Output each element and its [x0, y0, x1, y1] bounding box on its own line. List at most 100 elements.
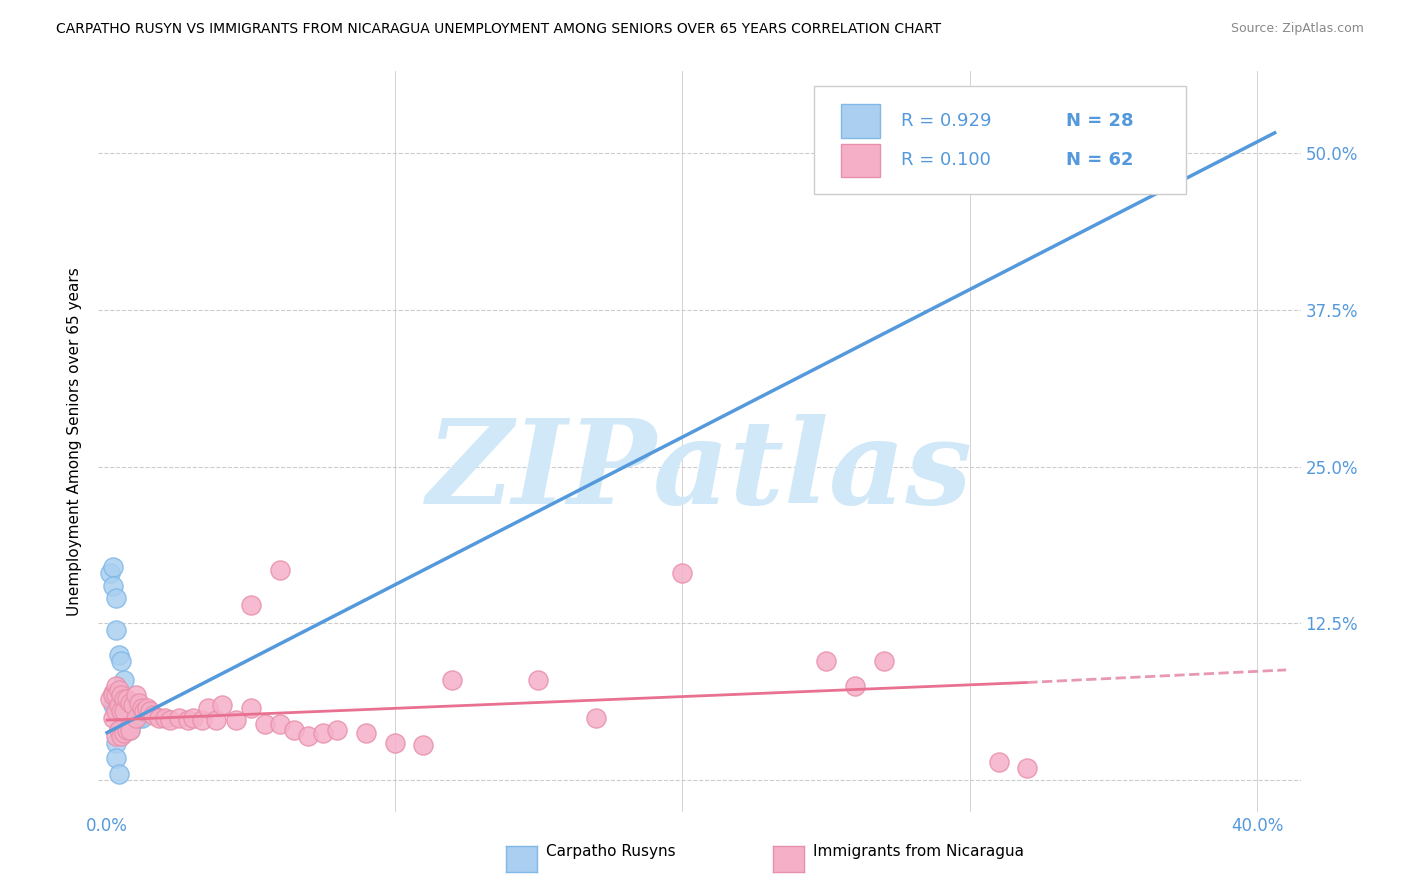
Point [101, 710, 124, 724]
Point [167, 710, 190, 724]
Point [107, 648, 129, 662]
Point [225, 713, 247, 727]
Point [128, 696, 150, 710]
Point [815, 654, 838, 668]
Point [136, 700, 159, 714]
Point [191, 713, 214, 727]
Point [112, 704, 135, 718]
Point [120, 723, 142, 738]
Point [104, 698, 127, 712]
Point [297, 730, 319, 744]
Point [527, 673, 550, 687]
Point [112, 723, 135, 738]
Point [131, 700, 153, 714]
Point [844, 679, 866, 693]
Text: N = 62: N = 62 [1066, 152, 1133, 169]
Point [1102, 131, 1125, 145]
Point [98, 566, 121, 581]
Point [112, 698, 135, 712]
Point [101, 560, 124, 574]
Point [110, 691, 132, 706]
Point [98, 691, 121, 706]
Point [872, 654, 894, 668]
Text: ZIPatlas: ZIPatlas [426, 414, 973, 529]
Point [112, 725, 135, 739]
Point [134, 704, 156, 718]
Bar [841, 144, 880, 177]
Point [115, 691, 138, 706]
Point [254, 717, 277, 731]
Point [110, 688, 132, 702]
Point [269, 562, 291, 576]
Text: R = 0.100: R = 0.100 [901, 152, 991, 169]
Point [122, 700, 145, 714]
Point [987, 755, 1010, 769]
Point [107, 698, 129, 712]
Point [312, 725, 335, 739]
Point [125, 710, 148, 724]
Point [107, 723, 129, 738]
Text: Carpatho Rusyns: Carpatho Rusyns [546, 845, 675, 859]
Point [104, 751, 127, 765]
Point [139, 704, 162, 718]
Point [283, 723, 305, 738]
FancyBboxPatch shape [814, 87, 1187, 194]
Point [107, 683, 129, 698]
Point [101, 579, 124, 593]
Point [142, 708, 165, 723]
Point [148, 710, 170, 724]
Point [354, 725, 377, 739]
Point [125, 710, 148, 724]
Point [122, 698, 145, 712]
Text: R = 0.929: R = 0.929 [901, 112, 993, 130]
Point [104, 679, 127, 693]
Point [239, 700, 262, 714]
Point [104, 730, 127, 744]
Point [671, 566, 693, 581]
Text: CARPATHO RUSYN VS IMMIGRANTS FROM NICARAGUA UNEMPLOYMENT AMONG SENIORS OVER 65 Y: CARPATHO RUSYN VS IMMIGRANTS FROM NICARA… [56, 22, 942, 37]
Point [125, 688, 148, 702]
Point [153, 710, 176, 724]
Point [131, 710, 153, 724]
Point [110, 704, 132, 718]
Point [441, 673, 464, 687]
Text: Immigrants from Nicaragua: Immigrants from Nicaragua [813, 845, 1024, 859]
Point [112, 673, 135, 687]
Point [128, 710, 150, 724]
Point [107, 723, 129, 738]
Point [412, 738, 434, 752]
Point [239, 598, 262, 612]
Point [384, 736, 406, 750]
Point [104, 591, 127, 606]
Point [104, 736, 127, 750]
Text: Source: ZipAtlas.com: Source: ZipAtlas.com [1230, 22, 1364, 36]
Point [120, 696, 142, 710]
Point [205, 713, 228, 727]
Point [269, 717, 291, 731]
Point [112, 691, 135, 706]
Point [183, 710, 205, 724]
Point [176, 713, 198, 727]
Point [110, 654, 132, 668]
Point [159, 713, 181, 727]
Point [211, 698, 233, 712]
Point [107, 704, 129, 718]
Point [115, 723, 138, 738]
Y-axis label: Unemployment Among Seniors over 65 years: Unemployment Among Seniors over 65 years [67, 268, 83, 615]
Point [104, 688, 127, 702]
Point [1017, 761, 1039, 775]
Point [585, 710, 607, 724]
Point [197, 700, 219, 714]
Point [101, 688, 124, 702]
Point [101, 698, 124, 712]
Point [120, 723, 142, 738]
Point [125, 700, 148, 714]
Point [104, 623, 127, 637]
Point [110, 730, 132, 744]
Point [326, 723, 349, 738]
Point [104, 704, 127, 718]
Point [120, 700, 142, 714]
Point [110, 723, 132, 738]
Point [115, 698, 138, 712]
Text: N = 28: N = 28 [1066, 112, 1133, 130]
